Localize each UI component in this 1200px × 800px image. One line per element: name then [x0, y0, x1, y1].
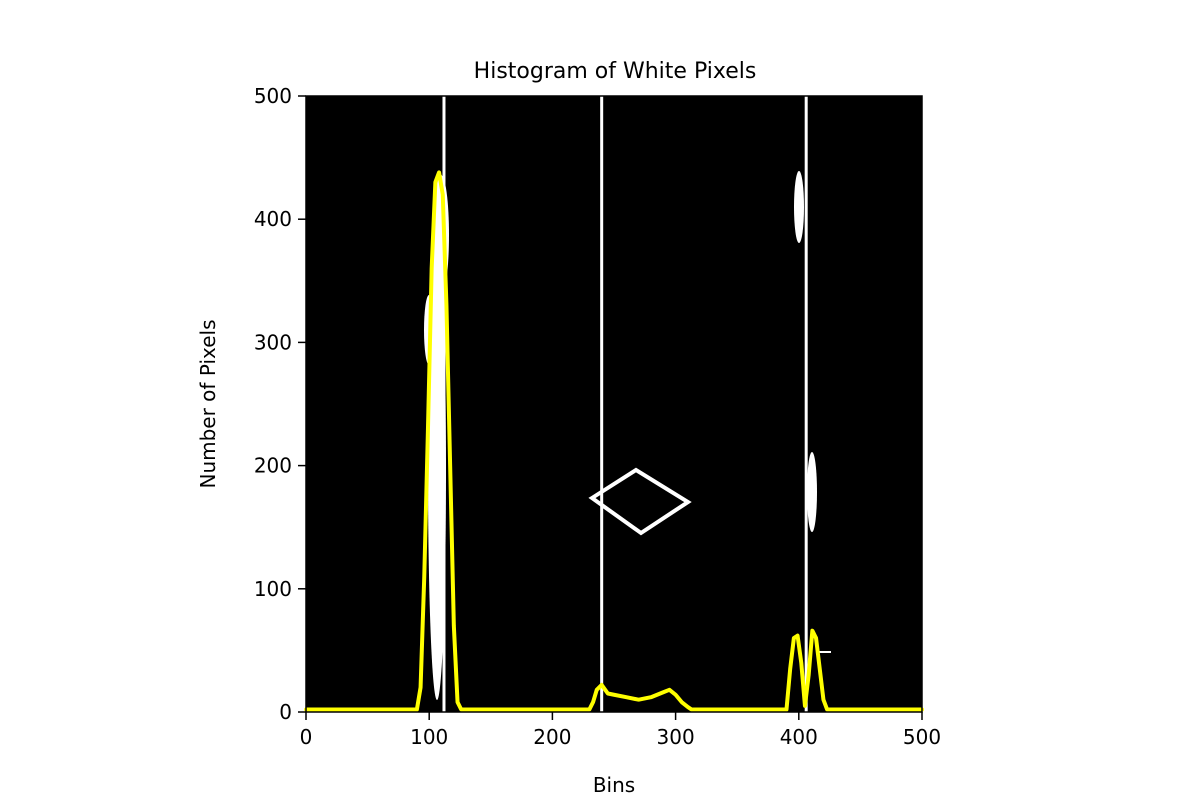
chart-title: Histogram of White Pixels: [474, 59, 757, 84]
y-tick-label-100: 100: [254, 577, 292, 601]
plot-area: [304, 95, 924, 713]
x-tick-label-100: 100: [410, 725, 448, 749]
x-tick-label-300: 300: [657, 725, 695, 749]
y-tick-label-400: 400: [254, 207, 292, 231]
histogram-series: [304, 170, 924, 712]
y-axis: 0 100 200 300 400 500: [254, 84, 306, 724]
x-tick-label-0: 0: [300, 725, 313, 749]
x-tick-label-400: 400: [780, 725, 818, 749]
right-lane-middle-white-pixels: [807, 452, 817, 532]
y-tick-label-0: 0: [279, 700, 292, 724]
right-lane-small-white-pixels: [819, 651, 831, 653]
plot-frame: [305, 95, 923, 713]
x-axis: 0 100 200 300 400 500: [300, 712, 941, 749]
right-lane-top-white-pixels: [794, 171, 804, 243]
y-tick-label-300: 300: [254, 330, 292, 354]
y-tick-label-200: 200: [254, 454, 292, 478]
x-tick-label-500: 500: [903, 725, 941, 749]
x-tick-label-200: 200: [533, 725, 571, 749]
y-tick-label-500: 500: [254, 84, 292, 108]
y-axis-label: Number of Pixels: [196, 319, 220, 488]
x-axis-label: Bins: [593, 773, 635, 797]
plot-background: [306, 96, 922, 712]
left-lane-white-pixels: [428, 240, 446, 700]
center-diamond-marker: [588, 467, 692, 536]
histogram-line-0: [304, 170, 924, 712]
